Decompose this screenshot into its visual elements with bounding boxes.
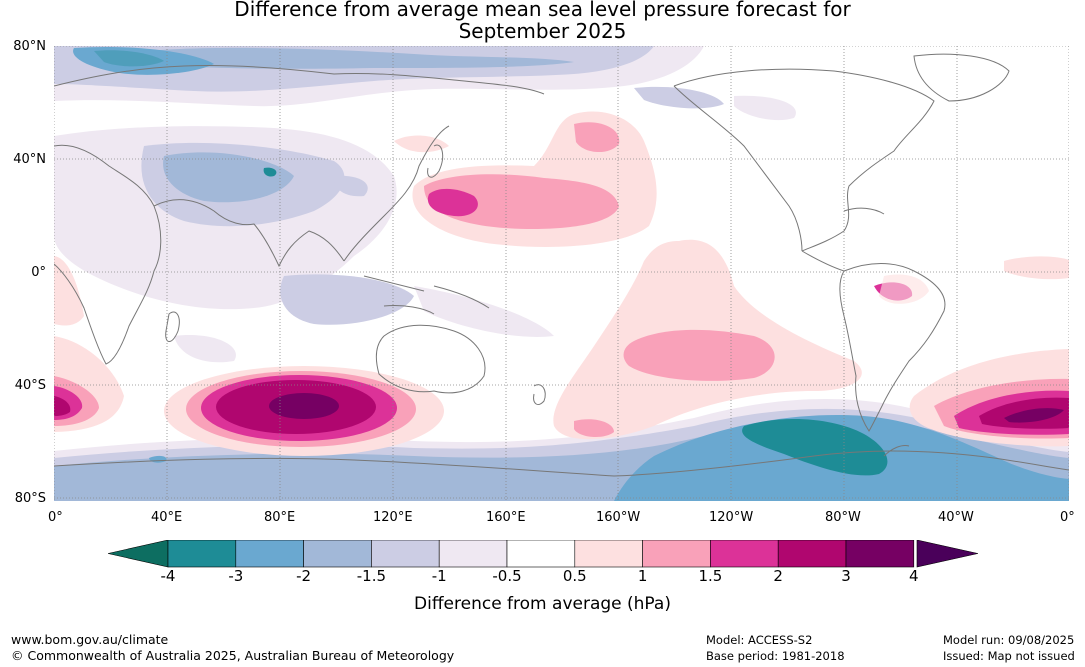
colorbar-max-arrow (916, 540, 978, 568)
lat-label-80s: 80°S (14, 491, 46, 506)
lon-label-0: 0° (48, 510, 63, 525)
footer-model: Model: ACCESS-S2 (706, 633, 813, 647)
colorbar-tick-label: 4 (909, 567, 919, 585)
northern-negative-anomaly (54, 46, 796, 121)
colorbar-bin-10 (845, 540, 915, 568)
colorbar-bin-7 (642, 540, 711, 568)
lon-label-120e: 120°E (373, 510, 413, 525)
colorbar-bin-4 (438, 540, 508, 568)
colorbar-tick-label: 0.5 (562, 567, 587, 585)
south-atlantic-positive-anomaly (909, 349, 1069, 447)
colorbar-tick-label: 1 (637, 567, 648, 585)
colorbar-tick-label: -2 (296, 567, 312, 585)
footer-issued: Issued: Map not issued (943, 649, 1075, 663)
lon-label-80w: 80°W (825, 510, 861, 525)
colorbar-tick-label: -1.5 (356, 567, 387, 585)
colorbar-bin-6 (574, 540, 643, 568)
footer-copyright: © Commonwealth of Australia 2025, Austra… (11, 648, 455, 663)
southern-ocean-anomaly (54, 398, 1069, 501)
lat-label-80n: 80°N (13, 39, 46, 54)
colorbar-tick-label: 1.5 (698, 567, 723, 585)
south-atlantic-positive-anomaly-west (54, 256, 124, 432)
footer-base-period: Base period: 1981-2018 (706, 649, 845, 663)
colorbar-tick-label: -4 (160, 567, 176, 585)
colorbar-tick-label: 3 (841, 567, 851, 585)
lat-label-40s: 40°S (14, 378, 46, 393)
lon-label-160w: 160°W (596, 510, 641, 525)
colorbar (108, 540, 978, 568)
map-title-line-2: September 2025 (458, 19, 627, 43)
eurasia-negative-anomaly (54, 126, 554, 363)
colorbar-bin-2 (303, 540, 372, 568)
colorbar-bin-5 (506, 540, 576, 568)
colorbar-bin-8 (710, 540, 779, 568)
colorbar-min-arrow (108, 540, 169, 568)
colorbar-bin-9 (777, 540, 847, 568)
lon-label-40e: 40°E (151, 510, 183, 525)
coastlines (54, 53, 1069, 477)
lat-label-40n: 40°N (13, 152, 46, 167)
colorbar-tick-label: -1 (431, 567, 447, 585)
map-title-line-1: Difference from average mean sea level p… (234, 0, 851, 21)
south-pacific-positive-anomaly (553, 239, 1069, 440)
colorbar-bin-0 (167, 540, 237, 568)
lon-label-160e: 160°E (486, 510, 526, 525)
north-pacific-positive-anomaly (394, 111, 657, 247)
footer-model-run: Model run: 09/08/2025 (943, 633, 1075, 647)
indian-ocean-positive-anomaly (164, 366, 444, 456)
colorbar-tick-label: 2 (773, 567, 783, 585)
lon-label-40w: 40°W (938, 510, 974, 525)
graticule (54, 46, 1069, 501)
lon-label-0-east: 0° (1060, 510, 1075, 525)
colorbar-bin-1 (235, 540, 304, 568)
lat-label-0: 0° (31, 265, 46, 280)
lon-label-120w: 120°W (709, 510, 754, 525)
colorbar-tick-label: -3 (228, 567, 244, 585)
lon-label-80e: 80°E (264, 510, 296, 525)
pressure-anomaly-map (54, 46, 1069, 501)
colorbar-tick-label: -0.5 (492, 567, 522, 585)
footer-url: www.bom.gov.au/climate (11, 632, 169, 647)
colorbar-title: Difference from average (hPa) (414, 594, 671, 614)
colorbar-bin-3 (371, 540, 440, 568)
